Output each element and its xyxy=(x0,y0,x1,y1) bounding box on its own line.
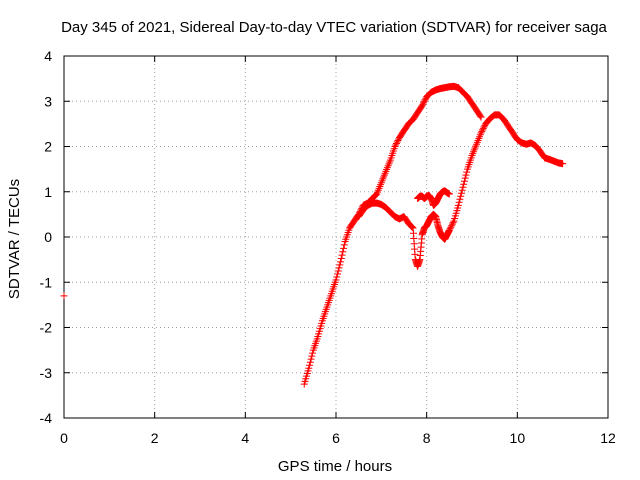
data-point xyxy=(418,102,426,110)
y-axis-label: SDTVAR / TECUs xyxy=(6,179,23,299)
data-point xyxy=(480,123,488,131)
y-tick-label: 0 xyxy=(44,229,52,245)
x-tick-label: 4 xyxy=(241,430,249,446)
y-tick-label: -3 xyxy=(40,365,53,381)
data-point xyxy=(335,264,343,272)
data-points xyxy=(60,82,567,388)
data-point xyxy=(445,190,453,198)
x-tick-label: 6 xyxy=(332,430,340,446)
data-point xyxy=(476,112,484,120)
data-point xyxy=(337,254,345,262)
data-point xyxy=(419,100,427,108)
data-point xyxy=(447,223,455,231)
data-point xyxy=(457,192,465,200)
data-point xyxy=(479,124,487,132)
data-point xyxy=(479,126,487,134)
x-tick-label: 2 xyxy=(151,430,159,446)
data-point xyxy=(306,361,314,369)
data-point xyxy=(559,160,567,168)
data-point xyxy=(339,248,347,256)
data-point xyxy=(338,251,346,259)
data-point xyxy=(340,244,348,252)
data-point xyxy=(394,136,402,144)
data-point xyxy=(332,276,340,284)
data-point xyxy=(392,139,400,147)
data-point xyxy=(456,195,464,203)
y-tick-label: 1 xyxy=(44,184,52,200)
grid xyxy=(64,56,608,418)
data-point xyxy=(333,273,341,281)
data-point xyxy=(337,258,345,266)
axis-ticks xyxy=(63,55,609,419)
data-point xyxy=(458,186,466,194)
y-tick-labels: -4 -3 -2 -1 0 1 2 3 4 xyxy=(40,48,53,426)
data-point xyxy=(408,222,416,230)
data-point xyxy=(449,219,457,227)
data-point xyxy=(305,364,313,372)
data-point xyxy=(392,141,400,149)
x-tick-label: 8 xyxy=(423,430,431,446)
y-tick-label: 4 xyxy=(44,48,52,64)
x-tick-labels: 0 2 4 6 8 10 12 xyxy=(60,430,616,446)
data-point xyxy=(463,168,471,176)
data-point xyxy=(460,177,468,185)
data-point xyxy=(340,241,348,249)
x-tick-label: 0 xyxy=(60,430,68,446)
y-tick-label: 2 xyxy=(44,139,52,155)
data-point xyxy=(477,129,485,137)
data-point xyxy=(477,113,485,121)
data-point xyxy=(459,183,467,191)
data-point xyxy=(448,222,456,230)
y-tick-label: 3 xyxy=(44,93,52,109)
data-point xyxy=(421,96,429,104)
data-point xyxy=(60,292,68,300)
y-tick-label: -1 xyxy=(40,274,53,290)
data-point xyxy=(446,225,454,233)
data-point xyxy=(478,127,486,135)
x-axis-label: GPS time / hours xyxy=(278,458,392,475)
data-point xyxy=(448,220,456,228)
x-tick-label: 12 xyxy=(600,430,616,446)
data-point xyxy=(336,261,344,269)
data-point xyxy=(307,355,315,363)
data-point xyxy=(393,138,401,146)
data-point xyxy=(445,226,453,234)
y-tick-label: -2 xyxy=(40,320,53,336)
data-point xyxy=(460,180,468,188)
y-tick-label: -4 xyxy=(40,410,53,426)
data-point xyxy=(391,143,399,150)
data-point xyxy=(457,189,465,197)
data-point xyxy=(420,97,428,105)
data-point xyxy=(334,267,342,275)
data-point xyxy=(454,201,462,209)
data-point xyxy=(309,349,317,357)
data-point xyxy=(455,198,463,206)
data-point xyxy=(462,171,470,179)
data-point xyxy=(306,358,314,366)
chart-title: Day 345 of 2021, Sidereal Day-to-day VTE… xyxy=(61,19,607,36)
data-point xyxy=(408,223,416,231)
data-point xyxy=(308,352,316,360)
data-point xyxy=(334,270,342,278)
x-tick-label: 10 xyxy=(510,430,526,446)
data-point xyxy=(461,174,469,182)
data-point xyxy=(420,99,428,107)
